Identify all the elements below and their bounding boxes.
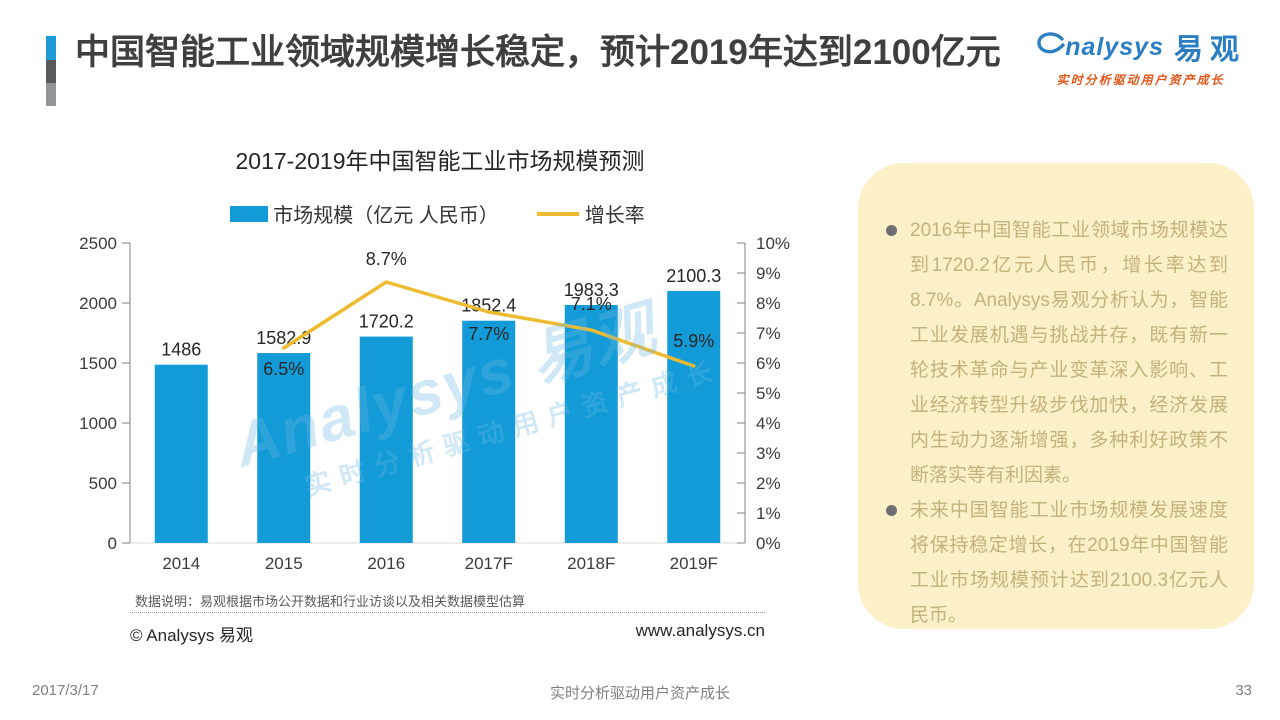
legend-item-market-size: 市场规模（亿元 人民币） (230, 199, 499, 228)
page-number: 33 (1235, 682, 1252, 699)
chart-footnote: 数据说明：易观根据市场公开数据和行业访谈以及相关数据模型估算 (135, 594, 526, 609)
chart-legend: 市场规模（亿元 人民币） 增长率 (130, 199, 745, 228)
insight-bullet: 2016年中国智能工业领域市场规模达到1720.2亿元人民币，增长率达到8.7%… (886, 213, 1228, 493)
analysys-swoosh-icon (1035, 31, 1065, 63)
bar-value-label: 1582.9 (256, 328, 311, 348)
copyright-label: © Analysys 易观 (130, 626, 254, 645)
footer-date: 2017/3/17 (32, 682, 99, 699)
insights-panel: 2016年中国智能工业领域市场规模达到1720.2亿元人民币，增长率达到8.7%… (858, 163, 1254, 629)
chart-title: 2017-2019年中国智能工业市场规模预测 (235, 148, 645, 174)
bar-value-label: 1852.4 (461, 296, 516, 316)
bar-2019F (667, 290, 721, 543)
right-axis-tick-label: 0% (756, 534, 781, 553)
growth-rate-label: 5.9% (673, 331, 714, 351)
market-size-chart: 0 500 1000 1500 2000 2500 0% 1% 2% 3% 4% 5% 6% 7% 8% 9%… (79, 235, 790, 573)
analysys-logo: nalysys 易观 实时分析驱动用户资产成长 (1035, 26, 1246, 88)
growth-rate-label: 7.1% (571, 294, 612, 314)
left-axis-tick-label: 1000 (79, 414, 117, 433)
left-axis-tick-label: 0 (108, 534, 117, 553)
bar-2018F (564, 305, 618, 543)
bar-2016 (359, 336, 413, 543)
logo-tagline: 实时分析驱动用户资产成长 (1056, 73, 1225, 87)
legend-label-market-size: 市场规模（亿元 人民币） (273, 205, 499, 227)
x-axis-label: 2014 (162, 554, 200, 573)
footer-tagline: 实时分析驱动用户资产成长 (549, 685, 730, 702)
growth-rate-line (282, 280, 696, 368)
dotted-separator (130, 612, 765, 613)
right-axis-tick-label: 2% (756, 474, 781, 493)
right-axis-tick-label: 4% (756, 414, 781, 433)
bar-2014 (154, 364, 208, 543)
bar-value-label: 1486 (161, 340, 201, 360)
legend-item-growth-rate: 增长率 (536, 199, 645, 228)
right-axis-tick-label: 8% (756, 294, 781, 313)
page-title: 中国智能工业领域规模增长稳定，预计2019年达到2100亿元 (75, 33, 1001, 72)
insights-list: 2016年中国智能工业领域市场规模达到1720.2亿元人民币，增长率达到8.7%… (886, 213, 1228, 633)
x-axis-label: 2017F (465, 554, 513, 573)
x-axis-label: 2018F (567, 554, 615, 573)
bullet-dot-icon (886, 225, 897, 236)
logo-brand-cn: 易观 (1173, 34, 1246, 66)
growth-rate-label: 6.5% (263, 359, 304, 379)
right-axis-tick-label: 9% (756, 264, 781, 283)
right-axis-tick-label: 3% (756, 444, 781, 463)
title-accent-bar (46, 36, 56, 106)
line-series-swatch (536, 211, 579, 216)
left-axis-tick-label: 1500 (79, 354, 117, 373)
right-axis-tick-label: 1% (756, 504, 781, 523)
bar-value-label: 1720.2 (359, 312, 414, 332)
bar-series-swatch (230, 205, 269, 222)
x-axis-label: 2015 (265, 554, 303, 573)
growth-rate-label: 7.7% (468, 324, 509, 344)
left-axis-tick-label: 2500 (79, 235, 117, 253)
bar-2015 (257, 353, 311, 543)
right-axis-tick-label: 5% (756, 384, 781, 403)
legend-label-growth-rate: 增长率 (584, 205, 645, 227)
left-axis-tick-label: 2000 (79, 294, 117, 313)
growth-rate-label: 8.7% (366, 249, 407, 269)
bar-value-label: 2100.3 (666, 266, 721, 286)
bar-value-label: 1983.3 (564, 280, 619, 300)
left-axis-tick-label: 500 (89, 474, 117, 493)
x-axis-label: 2019F (670, 554, 718, 573)
x-axis-label: 2016 (367, 554, 405, 573)
insight-bullet: 未来中国智能工业市场规模发展速度将保持稳定增长，在2019年中国智能工业市场规模… (886, 493, 1228, 633)
logo-brand-en: nalysys (1065, 32, 1164, 61)
bar-2017F (462, 320, 516, 543)
right-axis-tick-label: 6% (756, 354, 781, 373)
website-link[interactable]: www.analysys.cn (635, 621, 765, 640)
right-axis-tick-label: 7% (756, 324, 781, 343)
bullet-dot-icon (886, 505, 897, 516)
right-axis-tick-label: 10% (756, 235, 790, 253)
